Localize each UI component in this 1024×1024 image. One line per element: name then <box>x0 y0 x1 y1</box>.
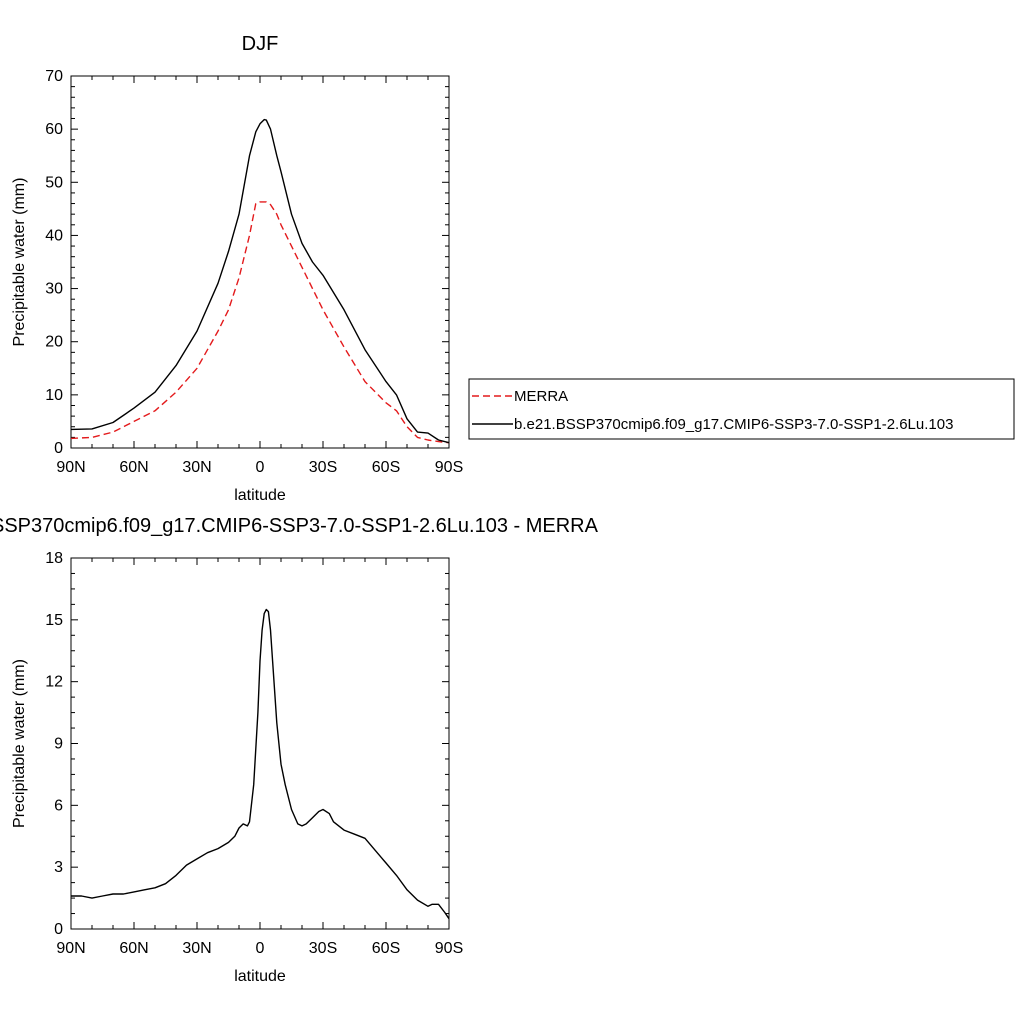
x-tick-label: 30S <box>309 459 337 476</box>
y-tick-label: 3 <box>54 859 63 876</box>
plot-frame <box>70 75 450 449</box>
legend-label: MERRA <box>514 388 568 405</box>
y-tick-label: 15 <box>45 612 63 629</box>
x-axis-label: latitude <box>234 487 286 504</box>
y-tick-label: 60 <box>45 121 63 138</box>
x-tick-label: 90N <box>56 459 85 476</box>
y-tick-label: 9 <box>54 736 63 753</box>
x-tick-label: 60N <box>119 940 148 957</box>
x-tick-label: 90S <box>435 459 463 476</box>
y-tick-label: 40 <box>45 227 63 244</box>
chart-title: b.e21.BSSP370cmip6.f09_g17.CMIP6-SSP3-7.… <box>0 515 599 537</box>
x-tick-label: 30N <box>182 459 211 476</box>
y-tick-label: 50 <box>45 174 63 191</box>
series-line-1 <box>71 608 450 920</box>
y-tick-label: 0 <box>54 440 63 457</box>
chart-panel-2: b.e21.BSSP370cmip6.f09_g17.CMIP6-SSP3-7.… <box>0 515 599 985</box>
plot-frame <box>70 557 450 930</box>
y-tick-label: 6 <box>54 797 63 814</box>
y-tick-label: 10 <box>45 387 63 404</box>
legend: MERRA b.e21.BSSP370cmip6.f09_g17.CMIP6-SS… <box>468 378 1015 440</box>
series-line-1 <box>70 201 450 444</box>
x-tick-label: 90S <box>435 940 463 957</box>
legend-label: b.e21.BSSP370cmip6.f09_g17.CMIP6-SSP3-7.… <box>514 416 953 433</box>
chart-title: DJF <box>242 33 279 55</box>
y-tick-label: 12 <box>45 674 63 691</box>
y-tick-label: 0 <box>54 921 63 938</box>
y-tick-label: 18 <box>45 550 63 567</box>
x-tick-label: 60S <box>372 940 400 957</box>
x-tick-label: 60S <box>372 459 400 476</box>
y-tick-label: 70 <box>45 68 63 85</box>
legend-box <box>468 378 1015 440</box>
x-tick-label: 0 <box>256 940 265 957</box>
x-tick-label: 0 <box>256 459 265 476</box>
y-axis-label: Precipitable water (mm) <box>11 178 28 347</box>
series-line-2 <box>70 118 450 444</box>
x-tick-label: 60N <box>119 459 148 476</box>
x-tick-label: 90N <box>56 940 85 957</box>
y-axis-label: Precipitable water (mm) <box>11 659 28 828</box>
x-tick-label: 30S <box>309 940 337 957</box>
chart-panel-1: DJF 90N 60N 30N 0 30S 60S 90S 0 10 20 30 40 50 60 70 lat… <box>11 33 1015 504</box>
x-tick-label: 30N <box>182 940 211 957</box>
y-tick-label: 30 <box>45 281 63 298</box>
x-axis-label: latitude <box>234 968 286 985</box>
y-tick-label: 20 <box>45 334 63 351</box>
